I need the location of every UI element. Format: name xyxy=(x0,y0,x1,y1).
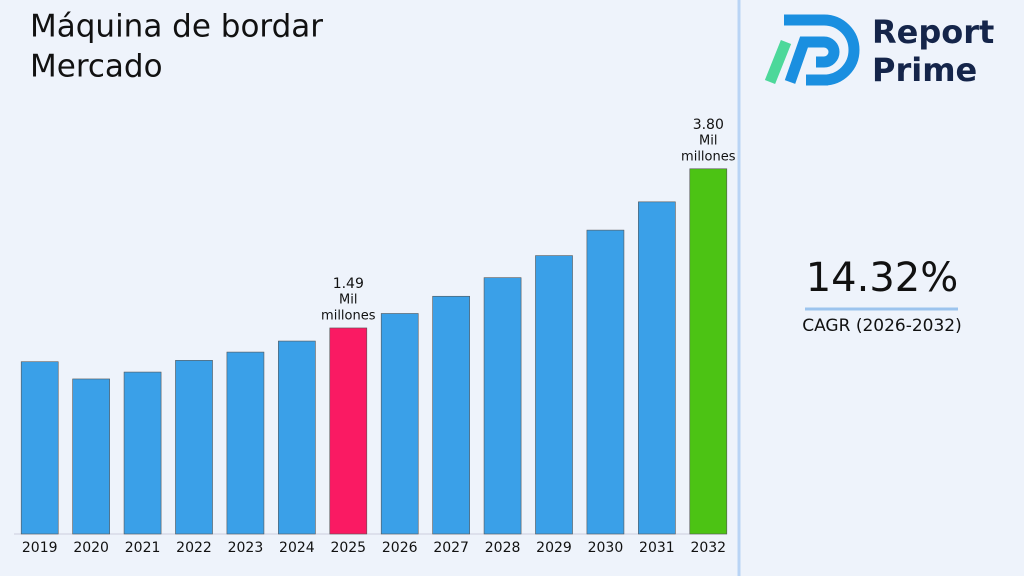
bar xyxy=(689,168,728,535)
cagr-value: 14.32% xyxy=(806,255,959,301)
data-label: 1.49 xyxy=(333,276,364,292)
x-tick-label: 2023 xyxy=(228,540,264,556)
bar xyxy=(586,229,625,535)
chart-title: Máquina de bordar xyxy=(30,9,323,45)
cagr-label: CAGR (2026-2032) xyxy=(802,316,962,336)
brand: Prime xyxy=(872,51,977,89)
data-label-unit: millones xyxy=(321,308,376,323)
bar xyxy=(175,360,213,535)
logo: Report Prime xyxy=(764,13,994,89)
x-tick-label: 2030 xyxy=(588,540,624,556)
bar xyxy=(638,201,676,535)
x-tick-label: 2025 xyxy=(330,540,366,556)
bar xyxy=(226,351,265,535)
x-tick-label: 2026 xyxy=(382,540,418,556)
bar xyxy=(20,361,59,535)
x-tick-label: 2024 xyxy=(279,540,315,556)
x-tick-label: 2031 xyxy=(639,540,675,556)
logo-mark xyxy=(764,39,792,85)
brand: Report xyxy=(872,13,994,51)
x-tick-label: 2019 xyxy=(22,540,58,556)
data-label-unit: Mil xyxy=(699,133,717,148)
data-label-unit: Mil xyxy=(339,292,357,307)
bar xyxy=(535,255,573,535)
bar xyxy=(483,277,522,535)
bar xyxy=(72,378,110,535)
bar xyxy=(278,340,316,535)
bar xyxy=(123,371,162,535)
bar xyxy=(380,313,419,535)
x-tick-label: 2029 xyxy=(536,540,572,556)
chart-title: Mercado xyxy=(30,49,163,85)
x-tick-label: 2028 xyxy=(485,540,521,556)
x-tick-label: 2027 xyxy=(433,540,469,556)
x-tick-label: 2021 xyxy=(125,540,161,556)
bar xyxy=(329,327,368,535)
data-label-unit: millones xyxy=(681,149,736,164)
bar xyxy=(432,295,470,535)
x-tick-label: 2022 xyxy=(176,540,212,556)
x-tick-label: 2020 xyxy=(73,540,109,556)
logo-mark xyxy=(784,14,860,86)
data-label: 3.80 xyxy=(693,117,724,133)
x-tick-label: 2032 xyxy=(690,540,726,556)
